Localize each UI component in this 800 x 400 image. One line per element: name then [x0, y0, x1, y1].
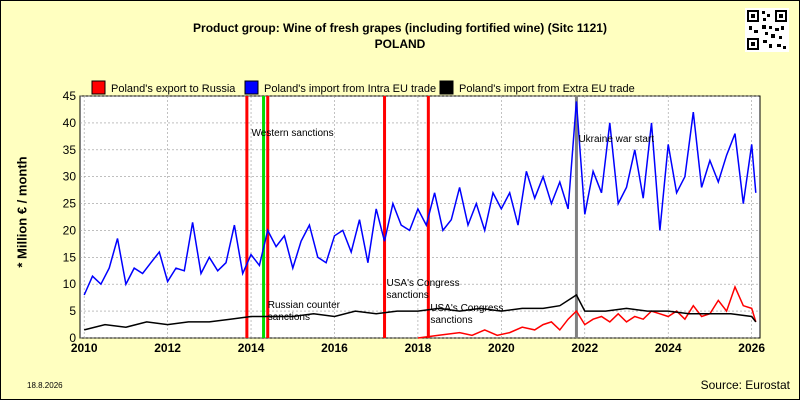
chart-title-block: Product group: Wine of fresh grapes (inc… [0, 20, 800, 52]
series-line [84, 293, 757, 331]
y-tick-label: 5 [69, 304, 76, 318]
legend-swatch [244, 80, 259, 95]
x-tick-label: 2026 [738, 341, 765, 355]
x-tick-label: 2012 [154, 341, 181, 355]
chart-subtitle: POLAND [374, 37, 426, 51]
legend-label: Poland's import from Extra EU trade [459, 83, 635, 95]
x-tick-label: 2010 [71, 341, 98, 355]
chart-title: Product group: Wine of fresh grapes (inc… [193, 21, 607, 35]
plot-area [79, 95, 761, 339]
y-tick-label: 10 [63, 277, 77, 291]
legend-label: Poland's export to Russia [111, 83, 236, 95]
event-annotation: Western sanctions [252, 128, 334, 139]
x-tick-label: 2018 [405, 341, 432, 355]
qr-code-icon [745, 8, 789, 52]
y-tick-label: 15 [63, 250, 77, 264]
event-annotation: USA's Congress sanctions [430, 303, 503, 326]
x-tick-label: 2014 [238, 341, 265, 355]
event-annotation: USA's Congress sanctions [387, 278, 460, 301]
event-annotation: Russian counter sanctions [268, 300, 341, 323]
y-tick-label: 0 [69, 331, 76, 345]
x-tick-label: 2020 [488, 341, 515, 355]
legend-label: Poland's import from Intra EU trade [264, 83, 436, 95]
series-line [417, 284, 757, 339]
series-line [83, 101, 757, 296]
y-tick-label: 45 [63, 89, 77, 103]
event-annotation: Ukraine war start [578, 134, 654, 145]
y-tick-label: 30 [63, 170, 77, 184]
y-tick-label: 35 [63, 143, 77, 157]
x-tick-label: 2024 [655, 341, 682, 355]
legend-swatch [91, 80, 106, 95]
y-tick-label: 25 [63, 197, 77, 211]
date-stamp: 18.8.2026 [27, 381, 63, 390]
x-tick-label: 2016 [321, 341, 348, 355]
source-label: Source: Eurostat [700, 378, 790, 392]
legend-swatch [439, 80, 454, 95]
x-tick-label: 2022 [571, 341, 598, 355]
y-tick-label: 20 [63, 223, 77, 237]
y-tick-label: 40 [63, 116, 77, 130]
